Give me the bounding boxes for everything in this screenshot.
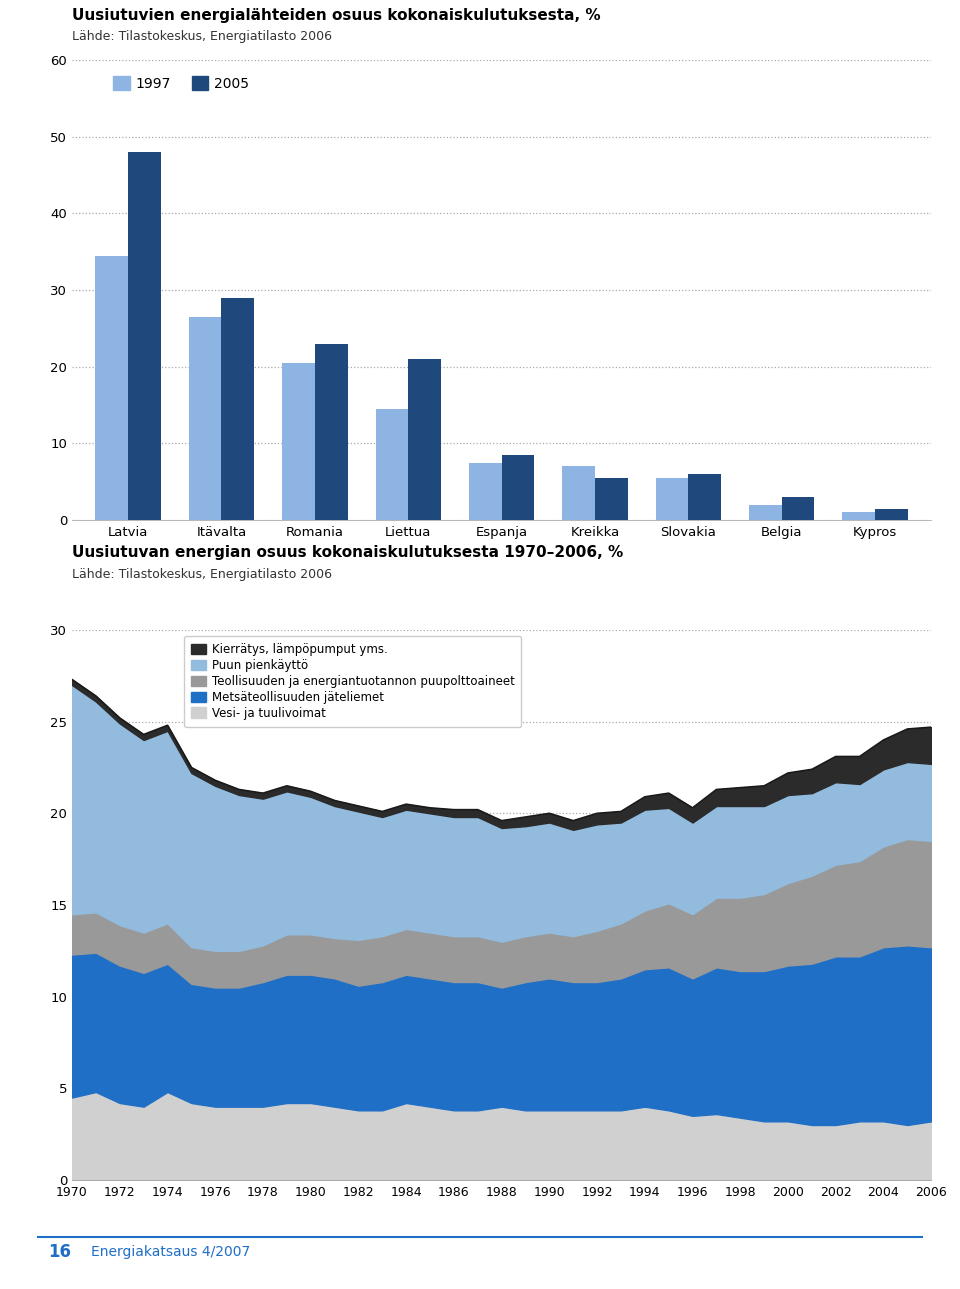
Bar: [282, 362, 315, 519]
Legend: Kierrätys, lämpöpumput yms., Puun pienkäyttö, Teollisuuden ja energiantuotannon : Kierrätys, lämpöpumput yms., Puun pienkä…: [184, 635, 521, 727]
Bar: [375, 409, 408, 519]
Bar: [95, 255, 128, 519]
Bar: [501, 455, 535, 519]
Text: 16: 16: [48, 1243, 71, 1261]
Bar: [688, 474, 721, 519]
Bar: [315, 344, 348, 519]
Text: Uusiutuvien energialähteiden osuus kokonaiskulutuksesta, %: Uusiutuvien energialähteiden osuus kokon…: [72, 8, 601, 23]
Bar: [595, 478, 628, 519]
Text: Lähde: Tilastokeskus, Energiatilasto 2006: Lähde: Tilastokeskus, Energiatilasto 200…: [72, 568, 332, 581]
Text: Uusiutuvan energian osuus kokonaiskulutuksesta 1970–2006, %: Uusiutuvan energian osuus kokonaiskulutu…: [72, 545, 623, 559]
Bar: [468, 463, 501, 519]
Bar: [656, 478, 688, 519]
Bar: [408, 360, 441, 519]
Text: Energiakatsaus 4/2007: Energiakatsaus 4/2007: [91, 1245, 251, 1259]
Bar: [876, 508, 908, 519]
Bar: [781, 498, 814, 519]
Bar: [128, 152, 160, 519]
Text: Lähde: Tilastokeskus, Energiatilasto 2006: Lähde: Tilastokeskus, Energiatilasto 200…: [72, 30, 332, 43]
Bar: [749, 505, 781, 519]
Legend: 1997, 2005: 1997, 2005: [113, 76, 249, 92]
Bar: [189, 317, 222, 519]
Bar: [563, 467, 595, 519]
Bar: [222, 298, 254, 519]
Bar: [843, 512, 876, 519]
